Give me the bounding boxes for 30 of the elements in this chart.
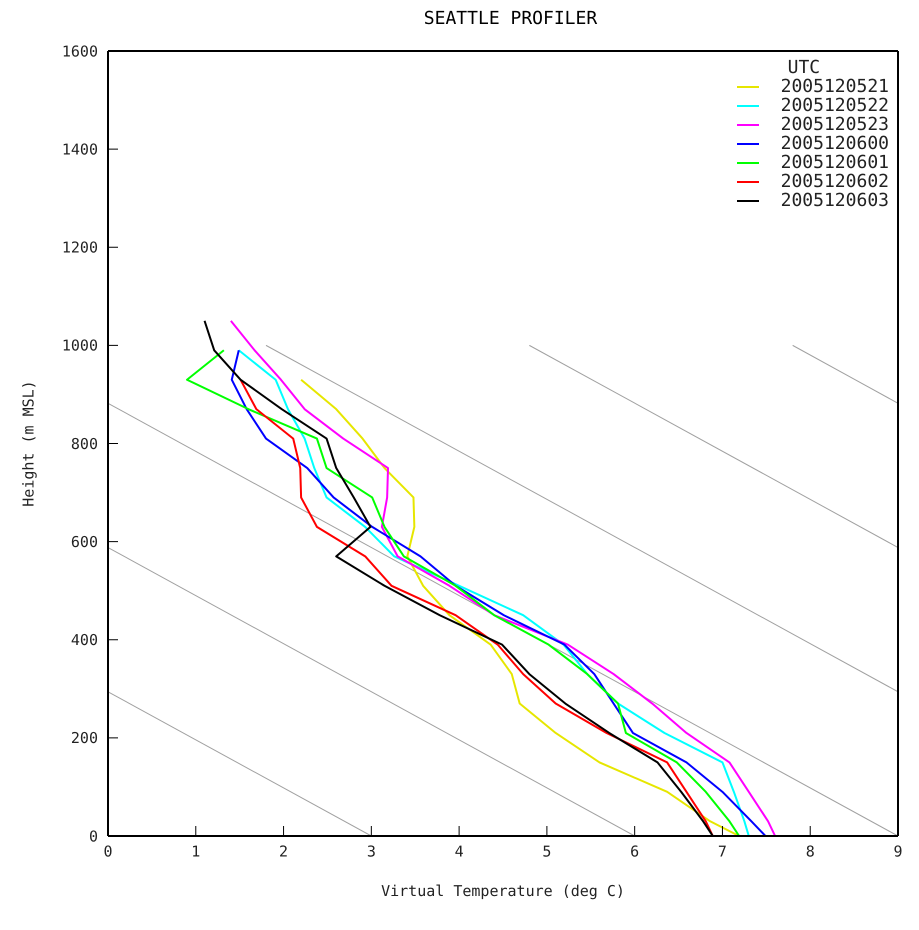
x-tick-label: 9: [893, 842, 903, 861]
x-tick-label: 7: [718, 842, 727, 861]
x-tick-label: 1: [191, 842, 200, 861]
y-tick-label: 200: [70, 729, 98, 748]
y-tick-label: 1200: [62, 238, 98, 257]
legend-title: UTC: [786, 57, 822, 78]
y-tick-label: 800: [70, 434, 98, 453]
legend-label: 2005120601: [780, 152, 889, 173]
x-tick-label: 6: [630, 842, 640, 861]
x-tick-label: 4: [454, 842, 464, 861]
x-tick-label: 3: [366, 842, 376, 861]
legend-label: 2005120600: [780, 133, 889, 154]
legend-label: 2005120523: [780, 114, 889, 135]
y-tick-label: 1400: [62, 140, 98, 158]
legend-label: 2005120521: [780, 76, 889, 97]
y-tick-label: 1000: [62, 336, 98, 355]
x-tick-label: 5: [542, 842, 552, 861]
legend-label: 2005120603: [780, 190, 889, 211]
x-tick-label: 8: [806, 842, 815, 861]
y-tick-label: 0: [88, 827, 98, 846]
x-axis-title: Virtual Temperature (deg C): [381, 882, 625, 900]
legend-label: 2005120602: [780, 171, 889, 192]
y-tick-label: 600: [70, 532, 98, 551]
chart-title: SEATTLE PROFILER: [422, 8, 598, 31]
legend-label: 2005120522: [780, 95, 889, 116]
x-tick-label: 2: [279, 842, 288, 861]
y-axis-title: Height (m MSL): [19, 380, 38, 507]
y-tick-label: 1600: [62, 42, 98, 60]
x-tick-label: 0: [103, 842, 113, 861]
y-tick-label: 400: [70, 631, 98, 650]
